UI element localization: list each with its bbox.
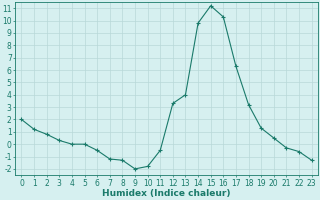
X-axis label: Humidex (Indice chaleur): Humidex (Indice chaleur) (102, 189, 231, 198)
